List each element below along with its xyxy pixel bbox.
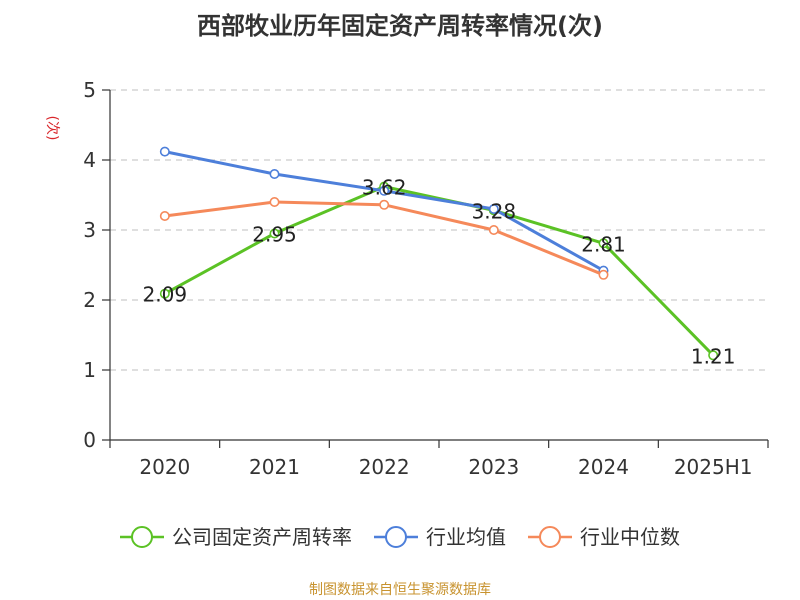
y-tick-label: 2 (83, 288, 96, 312)
y-tick-label: 3 (83, 218, 96, 242)
data-point (159, 288, 170, 299)
legend-marker (131, 526, 153, 548)
legend-item[interactable]: 公司固定资产周转率 (120, 525, 352, 549)
x-tick-label: 2020 (139, 455, 190, 479)
x-tick-label: 2022 (359, 455, 410, 479)
data-label: 2.81 (581, 232, 626, 256)
y-axis-label: (次) (44, 116, 60, 141)
y-tick-label: 0 (83, 428, 96, 452)
source-note: 制图数据来自恒生聚源数据库 (309, 582, 491, 598)
data-point (269, 197, 280, 208)
y-tick-label: 5 (83, 78, 96, 102)
x-tick-label: 2021 (249, 455, 300, 479)
legend-marker (539, 526, 561, 548)
legend-label: 行业中位数 (580, 525, 680, 549)
data-point (159, 146, 170, 157)
data-labels: 2.09 2.95 3.62 3.28 2.81 1.21 (143, 176, 736, 369)
legend: 公司固定资产周转率 行业均值 行业中位数 (120, 525, 680, 549)
series-line (164, 200, 605, 277)
data-label: 2.95 (252, 223, 297, 247)
x-tick-label: 2025H1 (674, 455, 753, 479)
legend-label: 公司固定资产周转率 (172, 525, 352, 549)
data-label: 3.28 (472, 199, 517, 223)
legend-item[interactable]: 行业均值 (374, 525, 506, 549)
x-tick-label: 2023 (468, 455, 519, 479)
series-line (164, 185, 715, 357)
data-point (269, 169, 280, 180)
x-tick-label: 2024 (578, 455, 629, 479)
chart-title: 西部牧业历年固定资产周转率情况(次) (197, 12, 603, 40)
data-point (488, 225, 499, 236)
axes: 0 1 2 3 4 5 2020 2021 2022 2023 2024 2025H1 (83, 78, 769, 479)
data-label: 1.21 (691, 344, 736, 368)
data-point (159, 211, 170, 222)
data-point (379, 185, 390, 196)
data-label: 2.09 (143, 283, 188, 307)
y-tick-label: 4 (83, 148, 96, 172)
data-point (598, 269, 609, 280)
legend-marker (385, 526, 407, 548)
data-point (379, 199, 390, 210)
data-point (269, 228, 280, 239)
legend-label: 行业均值 (426, 525, 506, 549)
data-label: 3.62 (362, 176, 407, 200)
data-point (598, 238, 609, 249)
series-line (164, 150, 605, 272)
series-layer (159, 146, 719, 361)
y-tick-label: 1 (83, 358, 96, 382)
data-point (708, 350, 719, 361)
data-point (488, 204, 499, 215)
gridlines (110, 89, 768, 371)
legend-item[interactable]: 行业中位数 (528, 525, 680, 549)
